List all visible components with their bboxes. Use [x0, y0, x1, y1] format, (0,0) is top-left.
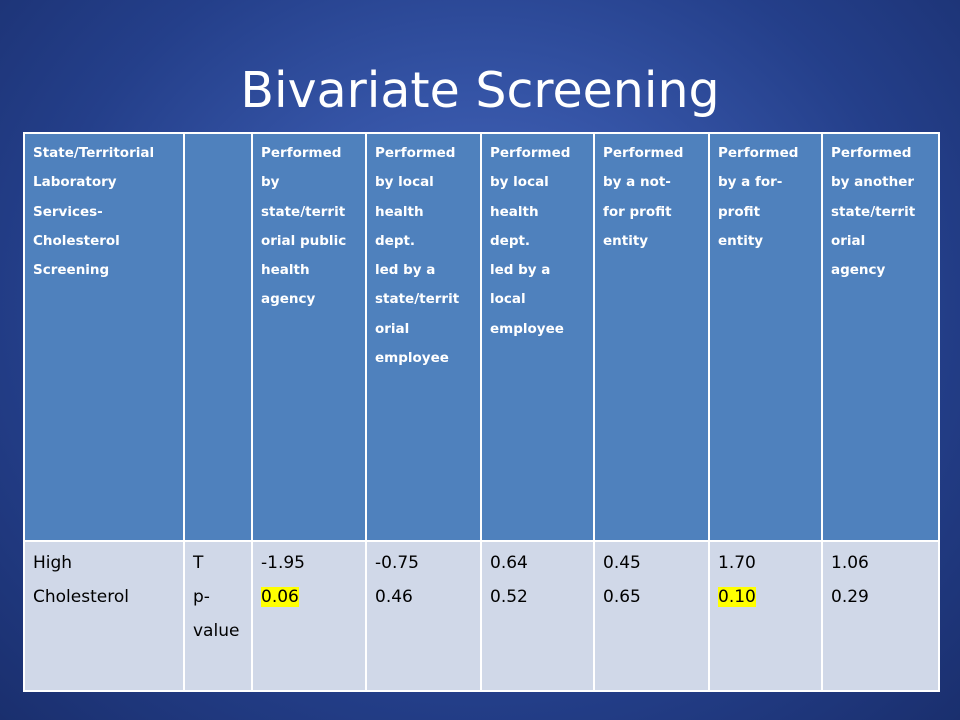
- header-cell-another-agency: Performed by another state/territ orial …: [821, 132, 940, 542]
- value-cell: -1.95 0.06: [251, 540, 367, 692]
- header-line: by another: [831, 174, 915, 191]
- bivariate-table: State/Territorial Laboratory Services- C…: [23, 132, 940, 692]
- stat-label: p-: [193, 587, 210, 607]
- header-line: Performed: [603, 145, 684, 161]
- header-line: by local: [490, 174, 549, 191]
- t-value: 0.45: [603, 553, 641, 573]
- header-line: agency: [261, 291, 316, 308]
- header-line: Services-: [33, 203, 103, 220]
- row-label-line: High: [33, 553, 73, 573]
- header-line: agency: [831, 262, 886, 279]
- header-line: orial: [375, 320, 410, 337]
- value-cell: 1.06 0.29: [821, 540, 940, 692]
- header-line: Cholesterol: [33, 232, 120, 249]
- stat-label: T: [193, 553, 204, 573]
- header-line: by a for-: [718, 174, 783, 191]
- table-header-row: State/Territorial Laboratory Services- C…: [23, 132, 940, 542]
- header-cell-nonprofit: Performed by a not- for profit entity: [593, 132, 710, 542]
- header-line: Screening: [33, 262, 110, 279]
- header-line: State/Territorial: [33, 145, 155, 161]
- header-line: Performed: [375, 145, 456, 161]
- header-line: state/territ: [831, 203, 916, 220]
- stat-label: value: [193, 621, 240, 641]
- value-cell: -0.75 0.46: [365, 540, 482, 692]
- header-line: employee: [375, 350, 449, 367]
- header-line: Performed: [490, 145, 571, 161]
- p-value-highlighted: 0.10: [718, 587, 756, 607]
- header-line: state/territ: [261, 203, 346, 220]
- header-line: entity: [718, 232, 764, 249]
- header-line: state/territ: [375, 291, 460, 308]
- header-line: Laboratory: [33, 174, 117, 191]
- header-line: employee: [490, 320, 564, 337]
- header-cell-local-state-employee: Performed by local health dept. led by a…: [365, 132, 482, 542]
- t-value: -1.95: [261, 553, 305, 573]
- header-cell-empty: [183, 132, 253, 542]
- header-line: Performed: [261, 145, 342, 161]
- header-line: health: [261, 262, 310, 279]
- p-value: 0.65: [603, 587, 641, 607]
- t-value: 1.06: [831, 553, 869, 573]
- header-cell-service: State/Territorial Laboratory Services- C…: [23, 132, 185, 542]
- header-line: local: [490, 291, 526, 308]
- header-line: by a not-: [603, 174, 671, 191]
- t-value: -0.75: [375, 553, 419, 573]
- row-label-cell: High Cholesterol: [23, 540, 185, 692]
- header-line: by local: [375, 174, 434, 191]
- p-value: 0.29: [831, 587, 869, 607]
- header-line: orial: [831, 232, 866, 249]
- header-line: Performed: [718, 145, 799, 161]
- p-value: 0.52: [490, 587, 528, 607]
- t-value: 1.70: [718, 553, 756, 573]
- header-cell-local-local-employee: Performed by local health dept. led by a…: [480, 132, 595, 542]
- header-line: health: [490, 203, 539, 220]
- header-line: health: [375, 203, 424, 220]
- value-cell: 0.45 0.65: [593, 540, 710, 692]
- header-line: by: [261, 174, 280, 191]
- header-line: Performed: [831, 145, 912, 161]
- p-value: 0.46: [375, 587, 413, 607]
- header-line: dept.: [375, 232, 416, 249]
- t-value: 0.64: [490, 553, 528, 573]
- value-cell: 1.70 0.10: [708, 540, 823, 692]
- stat-label-cell: T p- value: [183, 540, 253, 692]
- header-line: profit: [718, 203, 761, 220]
- header-line: led by a: [375, 262, 436, 279]
- header-cell-state-agency: Performed by state/territ orial public h…: [251, 132, 367, 542]
- value-cell: 0.64 0.52: [480, 540, 595, 692]
- header-line: entity: [603, 232, 649, 249]
- table-row-high-cholesterol: High Cholesterol T p- value -1.95 0.06 -…: [23, 540, 940, 692]
- header-line: orial public: [261, 232, 347, 249]
- slide-title: Bivariate Screening: [240, 62, 720, 119]
- header-line: dept.: [490, 232, 531, 249]
- header-line: led by a: [490, 262, 551, 279]
- row-label-line: Cholesterol: [33, 587, 129, 607]
- p-value-highlighted: 0.06: [261, 587, 299, 607]
- header-line: for profit: [603, 203, 672, 220]
- header-cell-forprofit: Performed by a for- profit entity: [708, 132, 823, 542]
